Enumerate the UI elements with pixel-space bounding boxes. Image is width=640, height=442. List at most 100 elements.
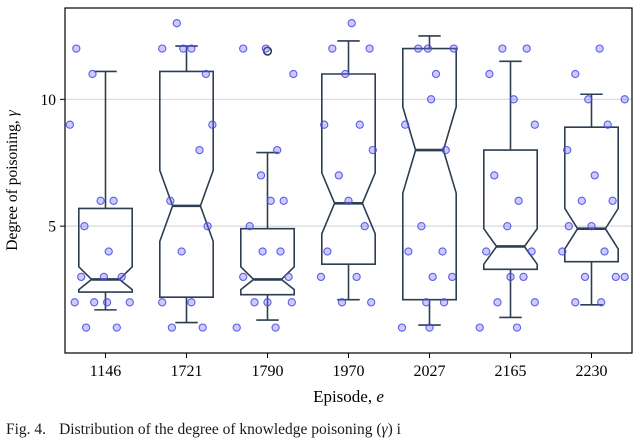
data-point: [530, 120, 539, 129]
data-point: [438, 247, 447, 256]
data-point: [287, 298, 296, 307]
data-point: [514, 196, 523, 205]
data-point: [258, 247, 267, 256]
box-body: [563, 126, 620, 263]
caption-text: Distribution of the degree of knowledge …: [59, 421, 382, 438]
data-point: [426, 95, 436, 104]
data-point: [397, 323, 407, 332]
scatter-points: [65, 19, 629, 332]
data-point: [425, 323, 434, 332]
data-point: [522, 44, 531, 53]
data-point: [70, 298, 79, 307]
data-point: [368, 145, 377, 155]
data-point: [577, 196, 586, 205]
x-tick-label: 1146: [90, 363, 121, 380]
data-point: [527, 247, 536, 256]
data-point: [104, 247, 113, 256]
data-point: [439, 298, 449, 307]
data-point: [328, 44, 337, 53]
data-point: [273, 145, 282, 155]
data-point: [198, 323, 207, 332]
data-point: [284, 272, 293, 282]
x-tick-label: 2165: [495, 363, 527, 380]
data-point: [203, 222, 212, 231]
data-point: [355, 120, 364, 129]
data-point: [232, 323, 241, 332]
data-point: [620, 272, 629, 282]
data-point: [201, 69, 211, 79]
data-point: [423, 44, 433, 53]
axis-ticks: 5 10 1146 1721 1790 1970 2027 2165 2230: [41, 92, 608, 380]
data-point: [404, 247, 413, 256]
data-point: [401, 120, 410, 129]
data-point: [611, 272, 620, 282]
data-point: [490, 171, 499, 180]
boxplots: [78, 35, 620, 326]
box-body: [159, 70, 214, 299]
data-point: [263, 298, 272, 307]
box-body: [401, 47, 458, 301]
box-1721: [159, 45, 214, 324]
data-point: [245, 222, 254, 231]
data-point: [422, 298, 431, 307]
data-point: [166, 196, 175, 205]
data-point: [512, 323, 522, 332]
data-point: [344, 196, 353, 205]
data-point: [498, 44, 507, 53]
data-point: [337, 298, 347, 307]
data-point: [276, 247, 285, 256]
data-point: [323, 247, 332, 256]
data-point: [167, 323, 177, 332]
x-tick-label: 1970: [333, 363, 365, 380]
data-point: [347, 19, 356, 28]
data-point: [580, 272, 590, 282]
data-point: [367, 298, 376, 307]
data-point: [431, 69, 441, 79]
data-point: [239, 272, 248, 282]
box-body: [78, 207, 133, 293]
box-2165: [482, 60, 539, 319]
data-point: [563, 145, 572, 155]
data-point: [90, 298, 99, 307]
data-point: [571, 298, 580, 307]
data-point: [77, 272, 86, 282]
data-point: [99, 272, 109, 282]
caption-label: Fig. 4.: [6, 421, 47, 438]
data-point: [417, 222, 426, 231]
y-axis-label: Degree of poisoning, γ: [4, 109, 21, 250]
data-point: [109, 196, 118, 205]
data-point: [179, 44, 188, 53]
data-point: [158, 44, 167, 53]
data-point: [360, 222, 369, 231]
data-point: [590, 171, 599, 180]
data-point: [603, 120, 612, 129]
data-point: [80, 222, 89, 231]
data-point: [414, 44, 423, 53]
data-point: [316, 272, 326, 282]
data-point: [595, 44, 604, 53]
box-1146: [78, 70, 133, 311]
data-point: [187, 298, 196, 307]
data-point: [256, 171, 266, 180]
data-point: [482, 247, 491, 256]
data-point: [558, 247, 567, 256]
data-point: [261, 44, 271, 53]
data-point: [503, 222, 512, 231]
data-point: [506, 272, 515, 282]
data-point: [320, 120, 329, 129]
data-point: [239, 44, 248, 53]
y-tick-label: 5: [48, 219, 56, 236]
data-point: [441, 145, 450, 155]
data-point: [571, 69, 580, 79]
data-point: [530, 298, 539, 307]
data-point: [584, 95, 593, 104]
figure-caption: Fig. 4. Distribution of the degree of kno…: [6, 417, 640, 442]
data-point: [341, 69, 350, 79]
data-point: [250, 298, 259, 307]
box-1970: [320, 40, 377, 301]
gridlines: [65, 98, 632, 227]
box-body: [482, 149, 539, 271]
data-point: [449, 44, 458, 53]
data-point: [448, 272, 457, 282]
